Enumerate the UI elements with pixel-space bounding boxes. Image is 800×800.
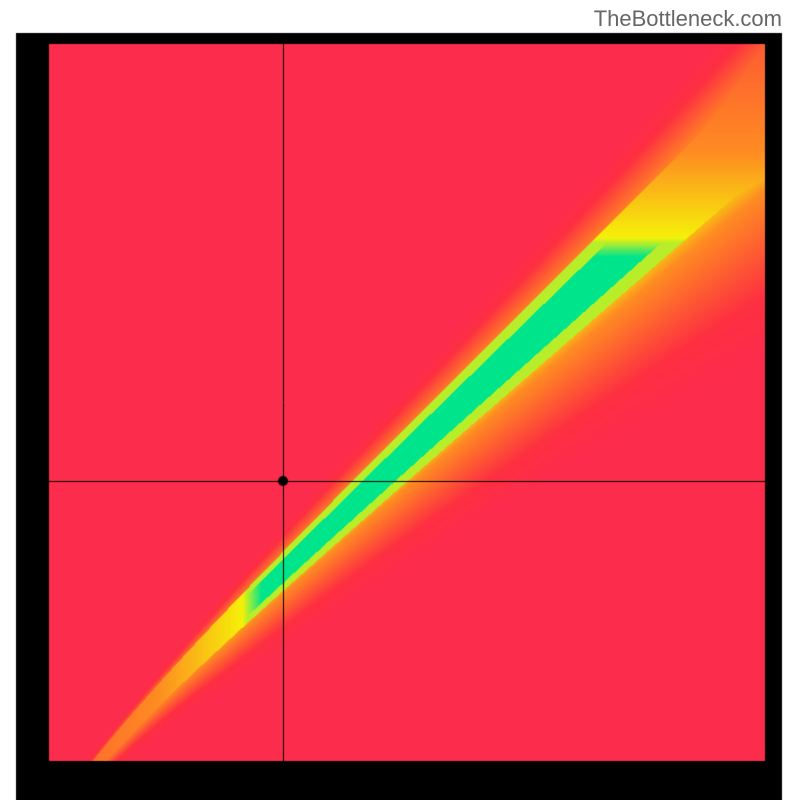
chart-container: TheBottleneck.com	[0, 0, 800, 800]
heatmap-canvas	[0, 0, 800, 800]
watermark-text: TheBottleneck.com	[594, 6, 782, 32]
